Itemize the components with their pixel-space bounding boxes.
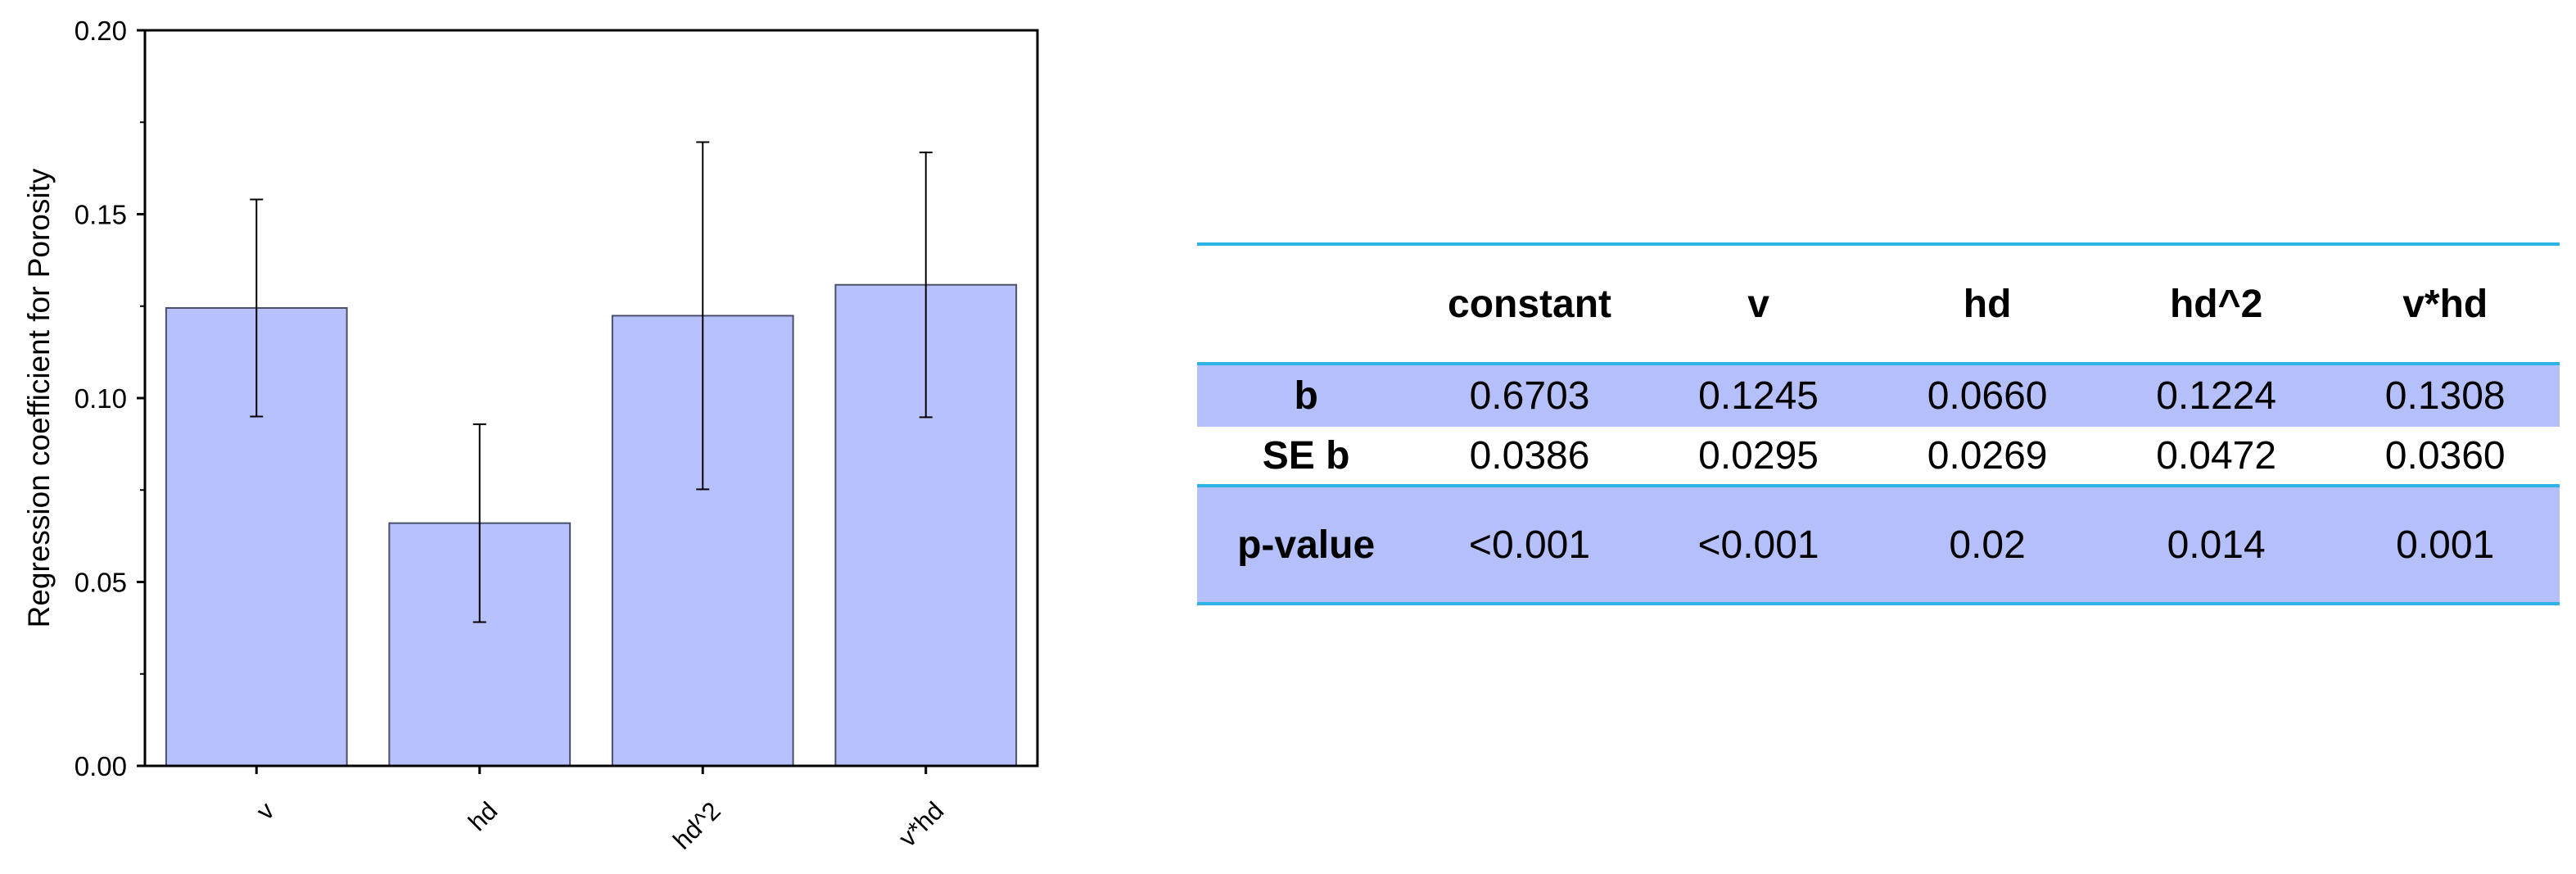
- bars: [165, 283, 1018, 767]
- x-tick-label: v*hd: [893, 796, 950, 853]
- y-tick-label: 0.15: [75, 200, 127, 230]
- table-header-row: constant v hd hd^2 v*hd: [1197, 244, 2560, 364]
- row-label-p-value: p-value: [1237, 523, 1376, 567]
- table-cell: 0.0295: [1698, 433, 1819, 478]
- error-bars: [250, 141, 933, 623]
- header-hd: hd: [1963, 282, 2012, 326]
- x-tick-label: hd: [463, 796, 503, 836]
- table-row-se-b: SE b 0.0386 0.0295 0.0269 0.0472 0.0360: [1197, 427, 2560, 486]
- x-tick-label: v: [251, 796, 280, 826]
- header-constant: constant: [1448, 282, 1612, 326]
- table-cell: 0.1245: [1698, 374, 1819, 418]
- table-cell: 0.0360: [2384, 433, 2506, 478]
- table-cell: 0.1308: [2384, 374, 2506, 418]
- y-tick-label: 0.05: [75, 568, 127, 598]
- regression-table: constant v hd hd^2 v*hd b 0.6703 0.1245 …: [1197, 242, 2560, 605]
- x-axis-ticks: v hd hd^2 v*hd: [251, 766, 949, 855]
- header-hd2: hd^2: [2169, 282, 2263, 326]
- header-v: v: [1747, 282, 1769, 326]
- table-cell: 0.0472: [2156, 433, 2277, 478]
- table-cell: 0.001: [2396, 523, 2495, 567]
- regression-table-container: constant v hd hd^2 v*hd b 0.6703 0.1245 …: [1197, 242, 2560, 605]
- bar-chart: 0.00 0.05 0.10 0.15 0.20 v hd hd^2 v*hd Regress…: [22, 16, 1039, 855]
- table-row-p-value: p-value <0.001 <0.001 0.02 0.014 0.001: [1197, 486, 2560, 604]
- x-tick-label: hd^2: [667, 796, 726, 855]
- table-cell: 0.014: [2167, 523, 2266, 567]
- y-axis-ticks: 0.00 0.05 0.10 0.15 0.20: [75, 16, 145, 781]
- table-cell: 0.0386: [1469, 433, 1590, 478]
- plot-frame: [143, 29, 1039, 768]
- table-cell: 0.0660: [1927, 374, 2048, 418]
- table-cell: 0.02: [1949, 523, 2026, 567]
- y-axis-label: Regression coefficient for Porosity: [22, 168, 56, 627]
- y-tick-label: 0.00: [75, 751, 127, 781]
- table-cell: <0.001: [1697, 523, 1819, 567]
- header-vhd: v*hd: [2402, 282, 2488, 326]
- table-cell: 0.0269: [1927, 433, 2048, 478]
- table-cell: 0.6703: [1469, 374, 1590, 418]
- y-tick-label: 0.10: [75, 383, 127, 414]
- table-cell: 0.1224: [2156, 374, 2277, 418]
- y-tick-label: 0.20: [75, 16, 127, 46]
- row-label-b: b: [1294, 374, 1318, 418]
- header-corner: [1197, 244, 1415, 364]
- table-row-b: b 0.6703 0.1245 0.0660 0.1224 0.1308: [1197, 364, 2560, 427]
- table-cell: <0.001: [1468, 523, 1591, 567]
- row-label-se-b: SE b: [1262, 433, 1350, 478]
